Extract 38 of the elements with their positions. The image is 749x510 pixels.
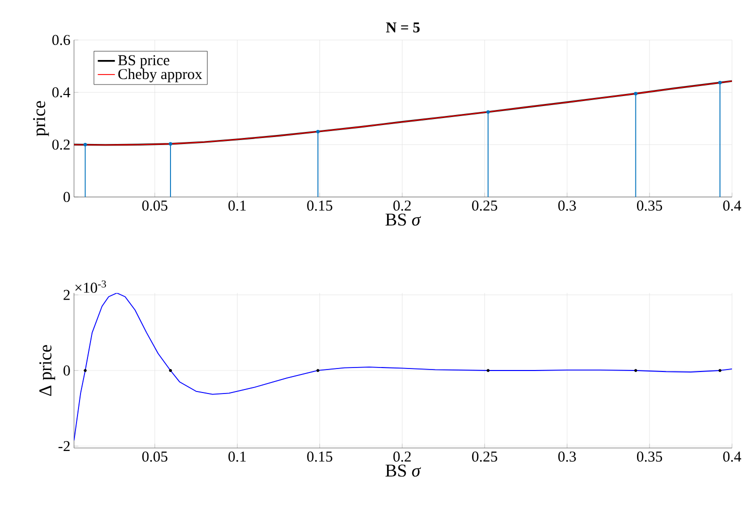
x-tick-label: 0.25: [472, 200, 498, 211]
x-tick-label: 0.2: [393, 452, 411, 462]
point: [634, 92, 638, 96]
x-tick-label: 0.05: [142, 452, 168, 462]
point: [718, 80, 722, 84]
x-tick-label: 0.3: [558, 200, 576, 211]
y-tick-label: 0: [64, 192, 70, 202]
x-tick-label: 0.05: [142, 200, 168, 211]
y-axis-title: Δ price: [39, 345, 56, 396]
y-tick-label: 0: [64, 365, 70, 376]
x-tick-label: 0.2: [393, 200, 411, 211]
legend-label: Cheby approx: [118, 68, 202, 82]
y-axis-title: price: [33, 101, 49, 136]
point: [316, 130, 320, 134]
x-axis-title: BS σ: [386, 464, 421, 477]
x-axis-title: BS σ: [386, 214, 421, 226]
point: [83, 142, 87, 146]
x-tick-label: 0.25: [472, 452, 498, 462]
x-tick-label: 0.4: [723, 200, 742, 211]
y-tick-label: 0.2: [52, 140, 70, 150]
x-tick-label: 0.15: [307, 452, 332, 462]
y-tick-label: 0.6: [52, 34, 70, 46]
y-tick-label: 0.4: [52, 87, 70, 98]
y-tick-label: 2: [64, 290, 70, 300]
line-series: [74, 292, 732, 441]
text: ×10$^{-3}$: [75, 280, 106, 293]
x-tick-label: 0.1: [228, 452, 246, 462]
chart-title: N = 5: [386, 22, 420, 32]
x-tick-label: 0.4: [723, 452, 742, 462]
x-tick-label: 0.35: [636, 452, 662, 462]
point: [168, 142, 172, 146]
legend-label: BS price: [118, 55, 170, 68]
y-tick-label: -2: [58, 441, 70, 452]
point: [486, 110, 490, 114]
x-tick-label: 0.35: [636, 200, 662, 211]
x-tick-label: 0.15: [307, 200, 332, 211]
x-tick-label: 0.1: [228, 200, 246, 211]
x-tick-label: 0.3: [558, 452, 576, 462]
